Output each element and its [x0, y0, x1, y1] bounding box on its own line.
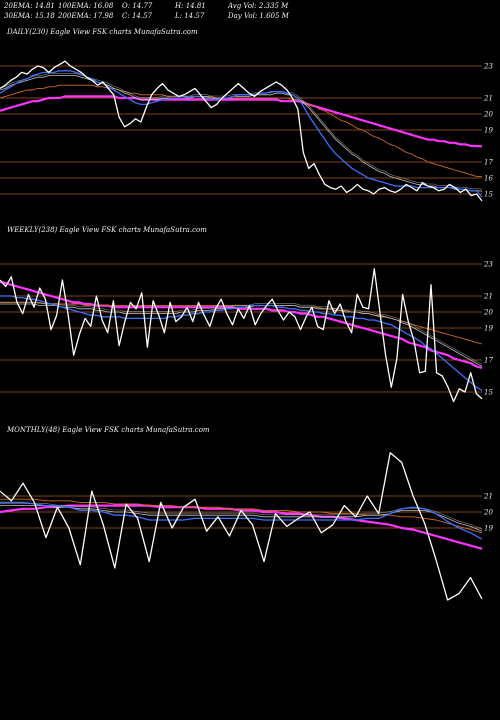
daily-panel-title: DAILY(230) Eagle View FSK charts MunafaS…	[7, 28, 198, 36]
tick-label-20: 20	[483, 111, 493, 119]
tick-label-15: 15	[484, 389, 493, 397]
tick-label-21: 21	[483, 95, 493, 103]
price-line	[0, 452, 483, 601]
tick-label-23: 23	[483, 63, 493, 71]
ema100-line	[0, 84, 483, 178]
tick-label-21: 21	[483, 493, 493, 501]
tick-label-19: 19	[484, 525, 493, 533]
avg-vol-stat: Avg Vol: 2.335 M	[228, 2, 289, 10]
tick-label-20: 20	[483, 509, 493, 517]
tick-label-19: 19	[484, 325, 493, 333]
ema20-line	[0, 501, 483, 540]
ema200-stat: 200EMA: 17.98	[58, 12, 114, 20]
day-vol-stat: Day Vol: 1.605 M	[228, 12, 289, 20]
ema20-stat: 20EMA: 14.81	[4, 2, 55, 10]
ema200-line	[0, 280, 483, 370]
tick-label-19: 19	[484, 127, 493, 135]
tick-label-16: 16	[484, 175, 493, 183]
ema20-line	[0, 70, 483, 198]
ema20-line	[0, 295, 483, 391]
tick-label-23: 23	[483, 261, 493, 269]
envelope-upper-line	[0, 301, 483, 365]
high-stat: H: 14.81	[175, 2, 206, 10]
daily-chart: 23 21 20 19 17 16 15	[0, 60, 493, 202]
ema100-line	[0, 301, 483, 345]
tick-label-15: 15	[484, 191, 493, 199]
ema100-line	[0, 498, 483, 534]
low-stat: L: 14.57	[175, 12, 205, 20]
ema100-stat: 100EMA: 16.08	[58, 2, 114, 10]
tick-label-21: 21	[483, 293, 493, 301]
ema30-line	[0, 505, 483, 532]
monthly-panel-title: MONTHLY(48) Eagle View FSK charts Munafa…	[7, 426, 210, 434]
price-line	[0, 268, 483, 403]
open-stat: O: 14.77	[122, 2, 153, 10]
ema30-stat: 30EMA: 15.18	[4, 12, 55, 20]
tick-label-17: 17	[484, 159, 493, 167]
tick-label-20: 20	[483, 309, 493, 317]
tick-label-17: 17	[484, 357, 493, 365]
weekly-panel-title: WEEKLY(238) Eagle View FSK charts Munafa…	[7, 226, 207, 234]
weekly-chart: 23 21 20 19 17 15	[0, 261, 493, 403]
close-stat: C: 14.57	[122, 12, 152, 20]
monthly-chart: 21 20 19	[0, 452, 493, 601]
price-line	[0, 60, 483, 202]
envelope-upper-line	[0, 73, 483, 190]
ema30-line	[0, 75, 483, 192]
ema200-line	[0, 95, 483, 148]
